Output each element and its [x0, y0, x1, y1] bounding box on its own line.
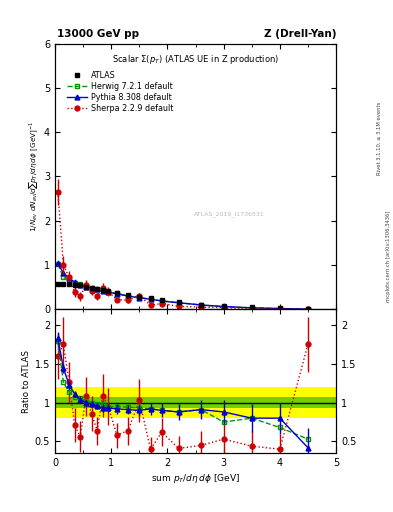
Text: ATLAS_2019_I1736531: ATLAS_2019_I1736531 [194, 211, 264, 217]
Text: Rivet 3.1.10, ≥ 3.1M events: Rivet 3.1.10, ≥ 3.1M events [377, 101, 382, 175]
Text: Z (Drell-Yan): Z (Drell-Yan) [264, 29, 336, 39]
Y-axis label: Ratio to ATLAS: Ratio to ATLAS [22, 350, 31, 413]
X-axis label: sum $p_T/d\eta\,d\phi$ [GeV]: sum $p_T/d\eta\,d\phi$ [GeV] [151, 472, 240, 485]
Text: 13000 GeV pp: 13000 GeV pp [57, 29, 139, 39]
Text: mcplots.cern.ch [arXiv:1306.3436]: mcplots.cern.ch [arXiv:1306.3436] [386, 210, 391, 302]
Legend: ATLAS, Herwig 7.2.1 default, Pythia 8.308 default, Sherpa 2.2.9 default: ATLAS, Herwig 7.2.1 default, Pythia 8.30… [65, 69, 176, 116]
Y-axis label: $1/N_{ev}\ dN_{ev}/d\!\sum\! p_T/d\eta\,d\phi\ [\mathrm{GeV}]^{-1}$: $1/N_{ev}\ dN_{ev}/d\!\sum\! p_T/d\eta\,… [27, 121, 40, 232]
Text: Scalar $\Sigma(p_T)$ (ATLAS UE in Z production): Scalar $\Sigma(p_T)$ (ATLAS UE in Z prod… [112, 53, 279, 66]
